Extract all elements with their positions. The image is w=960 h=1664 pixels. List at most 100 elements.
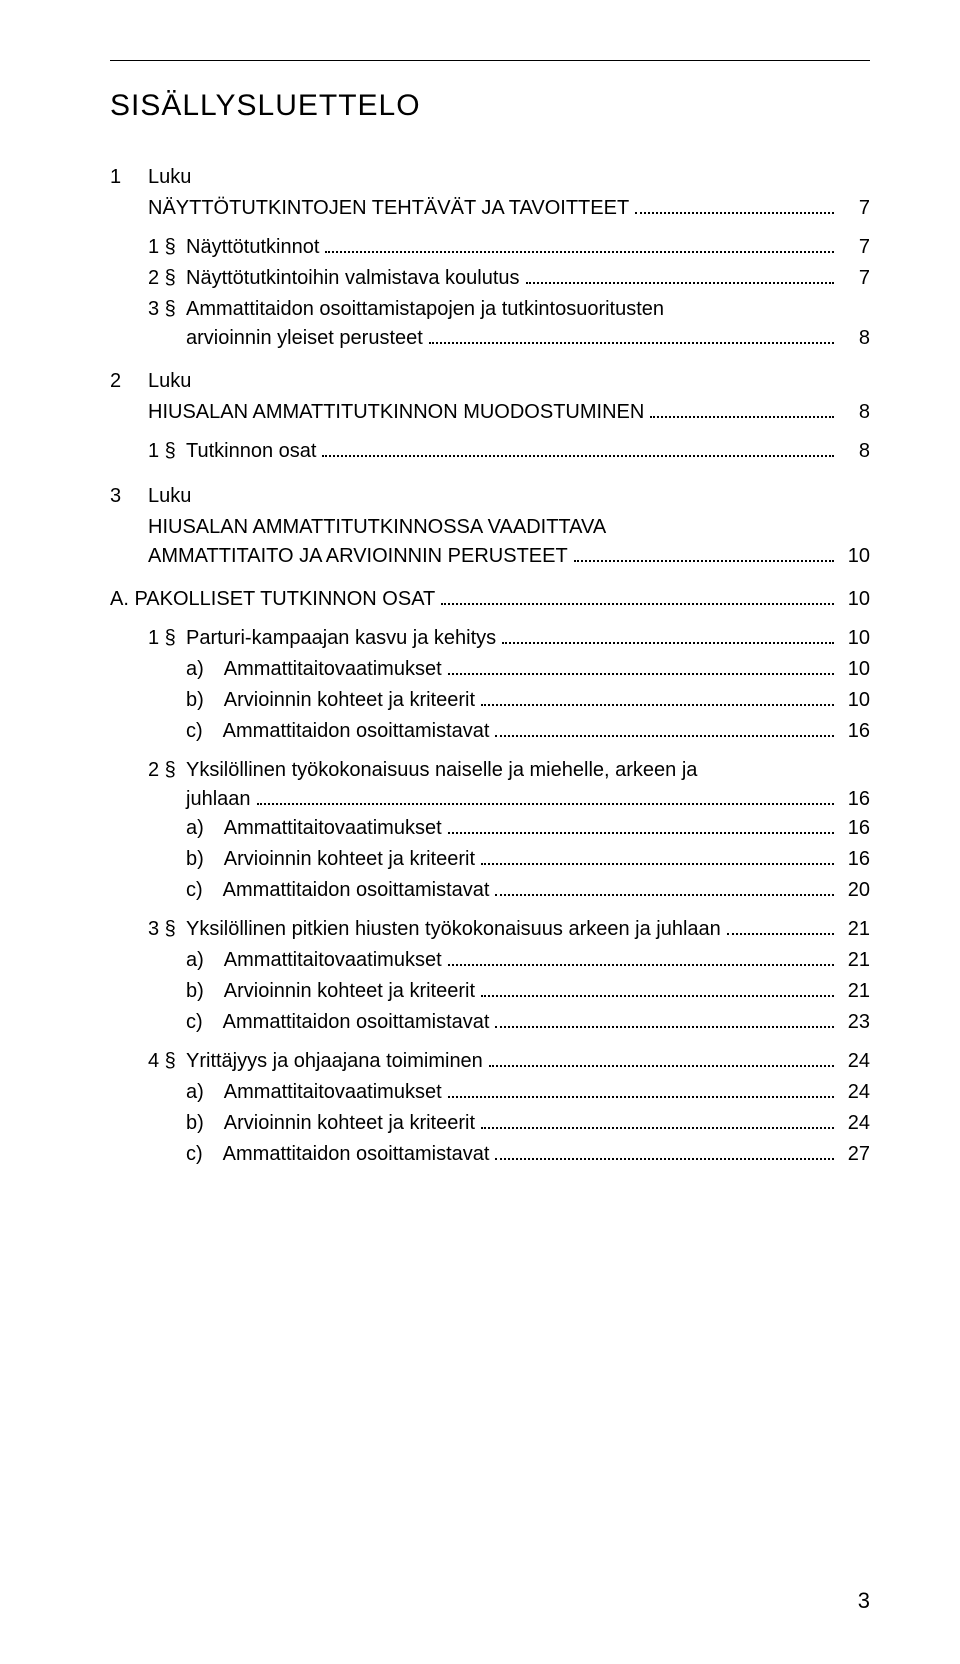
- toc-entry-multiline: 3 § Ammattitaidon osoittamistapojen ja t…: [110, 295, 870, 353]
- section-label-cont: arvioinnin yleiset perusteet: [186, 324, 423, 353]
- toc-entry: 3 § Yksilöllinen pitkien hiusten työkoko…: [110, 915, 870, 944]
- section-label: Näyttötutkinnot: [186, 233, 319, 262]
- section-label-cont: juhlaan: [186, 785, 251, 814]
- toc-subentry: b) Arvioinnin kohteet ja kriteerit 24: [110, 1109, 870, 1138]
- toc-entry-multiline: 2 § Yksilöllinen työkokonaisuus naiselle…: [110, 756, 870, 814]
- leader: [448, 818, 834, 834]
- section-num: 2 §: [148, 756, 186, 785]
- section-label: Yrittäjyys ja ohjaajana toimiminen: [186, 1047, 483, 1076]
- toc-subentry: b) Arvioinnin kohteet ja kriteerit 16: [110, 845, 870, 874]
- page-ref: 24: [840, 1047, 870, 1076]
- toc-subentry: a) Ammattitaitovaatimukset 16: [110, 814, 870, 843]
- page-ref: 7: [840, 264, 870, 293]
- sub-label: b) Arvioinnin kohteet ja kriteerit: [186, 686, 475, 715]
- sub-label: b) Arvioinnin kohteet ja kriteerit: [186, 977, 475, 1006]
- leader: [448, 950, 834, 966]
- top-rule: [110, 60, 870, 61]
- page-ref: 7: [840, 233, 870, 262]
- page-ref: 16: [840, 785, 870, 814]
- page-ref: 21: [840, 946, 870, 975]
- leader: [502, 628, 834, 644]
- page-ref: 8: [840, 398, 870, 427]
- page-ref: 16: [840, 845, 870, 874]
- sub-label: c) Ammattitaidon osoittamistavat: [186, 1008, 489, 1037]
- page-ref: 8: [840, 437, 870, 466]
- leader: [441, 589, 834, 605]
- toc-subentry: c) Ammattitaidon osoittamistavat 20: [110, 876, 870, 905]
- section-a-heading: A. PAKOLLISET TUTKINNON OSAT 10: [110, 585, 870, 614]
- page-ref: 24: [840, 1109, 870, 1138]
- page-ref: 10: [840, 585, 870, 614]
- chapter-2-row: 2 Luku: [110, 367, 870, 396]
- leader: [322, 441, 834, 457]
- toc-subentry: c) Ammattitaidon osoittamistavat 16: [110, 717, 870, 746]
- sub-label: a) Ammattitaitovaatimukset: [186, 946, 442, 975]
- section-label: Parturi-kampaajan kasvu ja kehitys: [186, 624, 496, 653]
- section-label: Ammattitaidon osoittamistapojen ja tutki…: [186, 295, 664, 324]
- toc-subentry: b) Arvioinnin kohteet ja kriteerit 10: [110, 686, 870, 715]
- sub-label: a) Ammattitaitovaatimukset: [186, 655, 442, 684]
- section-a-label: A. PAKOLLISET TUTKINNON OSAT: [110, 585, 435, 614]
- leader: [481, 690, 834, 706]
- page-number: 3: [858, 1588, 870, 1614]
- page-ref: 7: [840, 194, 870, 223]
- page-ref: 27: [840, 1140, 870, 1169]
- toc-body: 1 Luku NÄYTTÖTUTKINTOJEN TEHTÄVÄT JA TAV…: [110, 163, 870, 1169]
- sub-label: b) Arvioinnin kohteet ja kriteerit: [186, 1109, 475, 1138]
- leader: [489, 1051, 834, 1067]
- chapter-name: Luku: [148, 163, 191, 192]
- chapter-name: Luku: [148, 482, 191, 511]
- chapter-2-heading: HIUSALAN AMMATTITUTKINNON MUODOSTUMINEN …: [110, 398, 870, 427]
- leader: [495, 1012, 834, 1028]
- section-num: 2 §: [148, 264, 186, 293]
- leader: [574, 546, 834, 562]
- leader: [650, 402, 834, 418]
- section-label: Tutkinnon osat: [186, 437, 316, 466]
- sub-label: c) Ammattitaidon osoittamistavat: [186, 876, 489, 905]
- sub-label: c) Ammattitaidon osoittamistavat: [186, 1140, 489, 1169]
- section-num: 3 §: [148, 295, 186, 324]
- chapter-number: 1: [110, 163, 148, 192]
- chapter-1-heading: NÄYTTÖTUTKINTOJEN TEHTÄVÄT JA TAVOITTEET…: [110, 194, 870, 223]
- page-ref: 21: [840, 977, 870, 1006]
- toc-entry: 1 § Parturi-kampaajan kasvu ja kehitys 1…: [110, 624, 870, 653]
- leader: [257, 789, 834, 805]
- chapter-number: 2: [110, 367, 148, 396]
- sub-label: a) Ammattitaitovaatimukset: [186, 814, 442, 843]
- section-num: 4 §: [148, 1047, 186, 1076]
- chapter-name: Luku: [148, 367, 191, 396]
- chapter-heading-cont: AMMATTITAITO JA ARVIOINNIN PERUSTEET: [148, 542, 568, 571]
- chapter-heading: NÄYTTÖTUTKINTOJEN TEHTÄVÄT JA TAVOITTEET: [148, 194, 629, 223]
- leader: [481, 981, 834, 997]
- chapter-heading: HIUSALAN AMMATTITUTKINNON MUODOSTUMINEN: [148, 398, 644, 427]
- page-ref: 23: [840, 1008, 870, 1037]
- leader: [495, 880, 834, 896]
- leader: [495, 721, 834, 737]
- page-ref: 10: [840, 624, 870, 653]
- chapter-3-row: 3 Luku: [110, 482, 870, 511]
- toc-subentry: a) Ammattitaitovaatimukset 10: [110, 655, 870, 684]
- page-ref: 20: [840, 876, 870, 905]
- page-ref: 8: [840, 324, 870, 353]
- toc-subentry: b) Arvioinnin kohteet ja kriteerit 21: [110, 977, 870, 1006]
- leader: [429, 328, 834, 344]
- section-label: Näyttötutkintoihin valmistava koulutus: [186, 264, 520, 293]
- leader: [481, 1113, 834, 1129]
- sub-label: b) Arvioinnin kohteet ja kriteerit: [186, 845, 475, 874]
- leader: [448, 1082, 834, 1098]
- section-label: Yksilöllinen pitkien hiusten työkokonais…: [186, 915, 721, 944]
- leader: [727, 919, 834, 935]
- page-ref: 21: [840, 915, 870, 944]
- leader: [635, 198, 834, 214]
- chapter-1-row: 1 Luku: [110, 163, 870, 192]
- chapter-heading: HIUSALAN AMMATTITUTKINNOSSA VAADITTAVA: [148, 513, 606, 542]
- sub-label: a) Ammattitaitovaatimukset: [186, 1078, 442, 1107]
- page-ref: 16: [840, 717, 870, 746]
- leader: [495, 1144, 834, 1160]
- chapter-number: 3: [110, 482, 148, 511]
- page-ref: 10: [840, 686, 870, 715]
- leader: [526, 268, 835, 284]
- section-num: 3 §: [148, 915, 186, 944]
- toc-title: SISÄLLYSLUETTELO: [110, 89, 870, 123]
- page-ref: 10: [840, 655, 870, 684]
